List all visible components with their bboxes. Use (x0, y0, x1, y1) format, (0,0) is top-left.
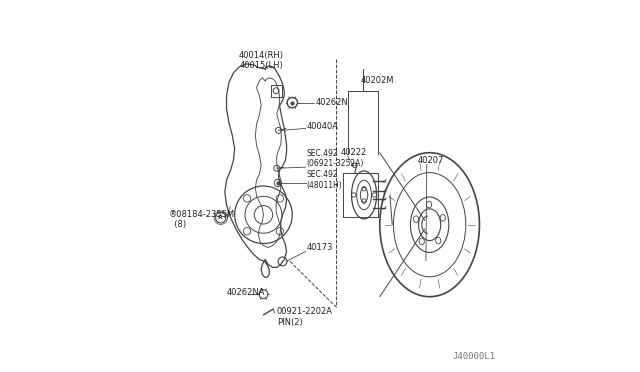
Text: J40000L1: J40000L1 (452, 352, 495, 361)
Text: 40222: 40222 (340, 148, 367, 157)
Text: R: R (217, 215, 222, 220)
Text: 40262N: 40262N (316, 98, 348, 107)
Text: ®08184-2355M
  (8): ®08184-2355M (8) (169, 210, 235, 230)
Text: 40014(RH)
40015(LH): 40014(RH) 40015(LH) (239, 51, 284, 70)
Text: 40173: 40173 (306, 243, 333, 252)
Text: SEC.492
(48011H): SEC.492 (48011H) (306, 170, 342, 190)
Text: SEC.492
(06921-3252A): SEC.492 (06921-3252A) (306, 148, 364, 168)
Text: 40040A: 40040A (306, 122, 338, 131)
Text: 40202M: 40202M (360, 76, 394, 85)
Text: 40207: 40207 (418, 156, 444, 165)
Text: 00921-2202A
PIN(2): 00921-2202A PIN(2) (276, 307, 333, 327)
Text: 40262NA: 40262NA (227, 288, 265, 297)
